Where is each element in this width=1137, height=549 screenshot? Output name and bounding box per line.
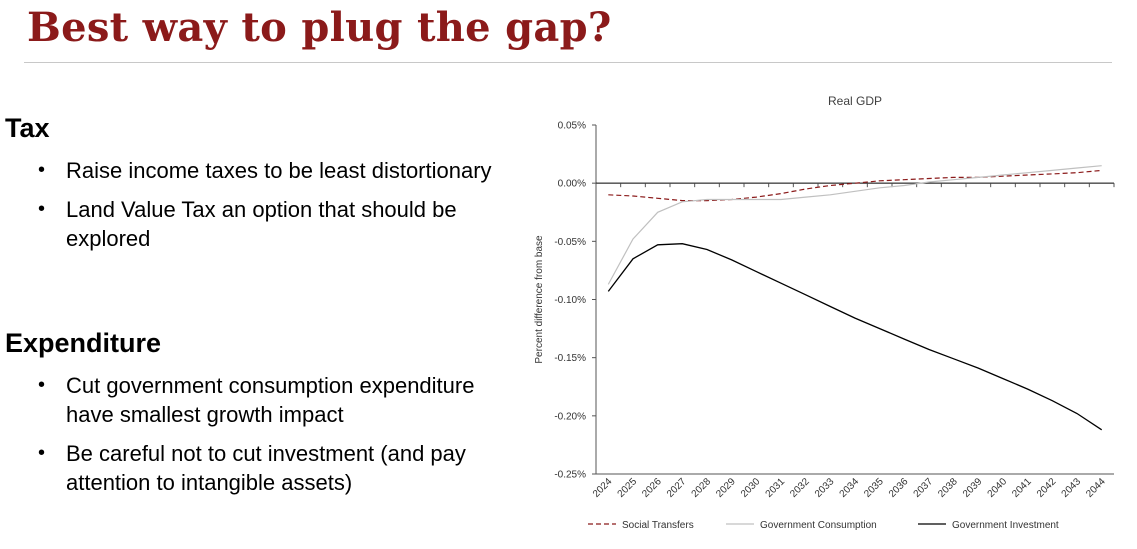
slide-title: Best way to plug the gap? [27,4,612,51]
x-tick-label: 2037 [912,476,936,500]
x-tick-label: 2027 [665,476,689,500]
x-tick-label: 2025 [616,476,640,500]
series-line-1 [607,165,1102,285]
expenditure-bullet-item: Be careful not to cut investment (and pa… [38,439,528,497]
title-divider [24,62,1112,63]
tax-bullet-item: Raise income taxes to be least distortio… [38,156,528,185]
series-line-2 [607,243,1103,431]
y-tick-label: 0.05% [558,121,586,132]
x-tick-label: 2033 [813,476,837,500]
y-tick-label: -0.20% [554,411,586,422]
chart-title: Real GDP [828,94,882,108]
legend-entry: Social Transfers [622,520,694,531]
y-tick-label: -0.10% [554,295,586,306]
x-tick-label: 2034 [838,476,862,500]
y-tick-label: -0.25% [554,470,586,481]
y-tick-label: -0.15% [554,353,586,364]
tax-bullet-list: Raise income taxes to be least distortio… [38,156,528,263]
legend-entry: Government Consumption [760,520,877,531]
x-tick-label: 2040 [986,476,1010,500]
real-gdp-chart: Real GDP Percent difference from base 0.05… [534,94,1115,531]
expenditure-bullet-item: Cut government consumption expenditure h… [38,371,528,429]
y-tick-label: -0.05% [554,237,586,248]
x-tick-label: 2044 [1084,476,1108,500]
y-tick-label: 0.00% [558,179,586,190]
x-tick-label: 2039 [961,476,985,500]
x-tick-label: 2032 [788,476,812,500]
expenditure-heading: Expenditure [5,328,162,358]
x-tick-label: 2029 [714,476,738,500]
series-line-0 [608,169,1102,202]
x-tick-label: 2024 [591,476,615,500]
x-tick-label: 2041 [1010,476,1034,500]
x-tick-label: 2035 [862,476,886,500]
tax-bullet-item: Land Value Tax an option that should be … [38,195,528,253]
x-tick-label: 2031 [764,476,788,500]
x-tick-label: 2028 [690,476,714,500]
x-tick-label: 2043 [1060,476,1084,500]
x-tick-label: 2030 [739,476,763,500]
legend-entry: Government Investment [952,520,1059,531]
expenditure-bullet-list: Cut government consumption expenditure h… [38,371,528,507]
x-tick-label: 2042 [1035,476,1059,500]
x-tick-label: 2026 [640,476,664,500]
x-tick-label: 2036 [887,476,911,500]
x-tick-label: 2038 [936,476,960,500]
y-axis-label: Percent difference from base [534,235,545,364]
tax-heading: Tax [5,113,50,143]
